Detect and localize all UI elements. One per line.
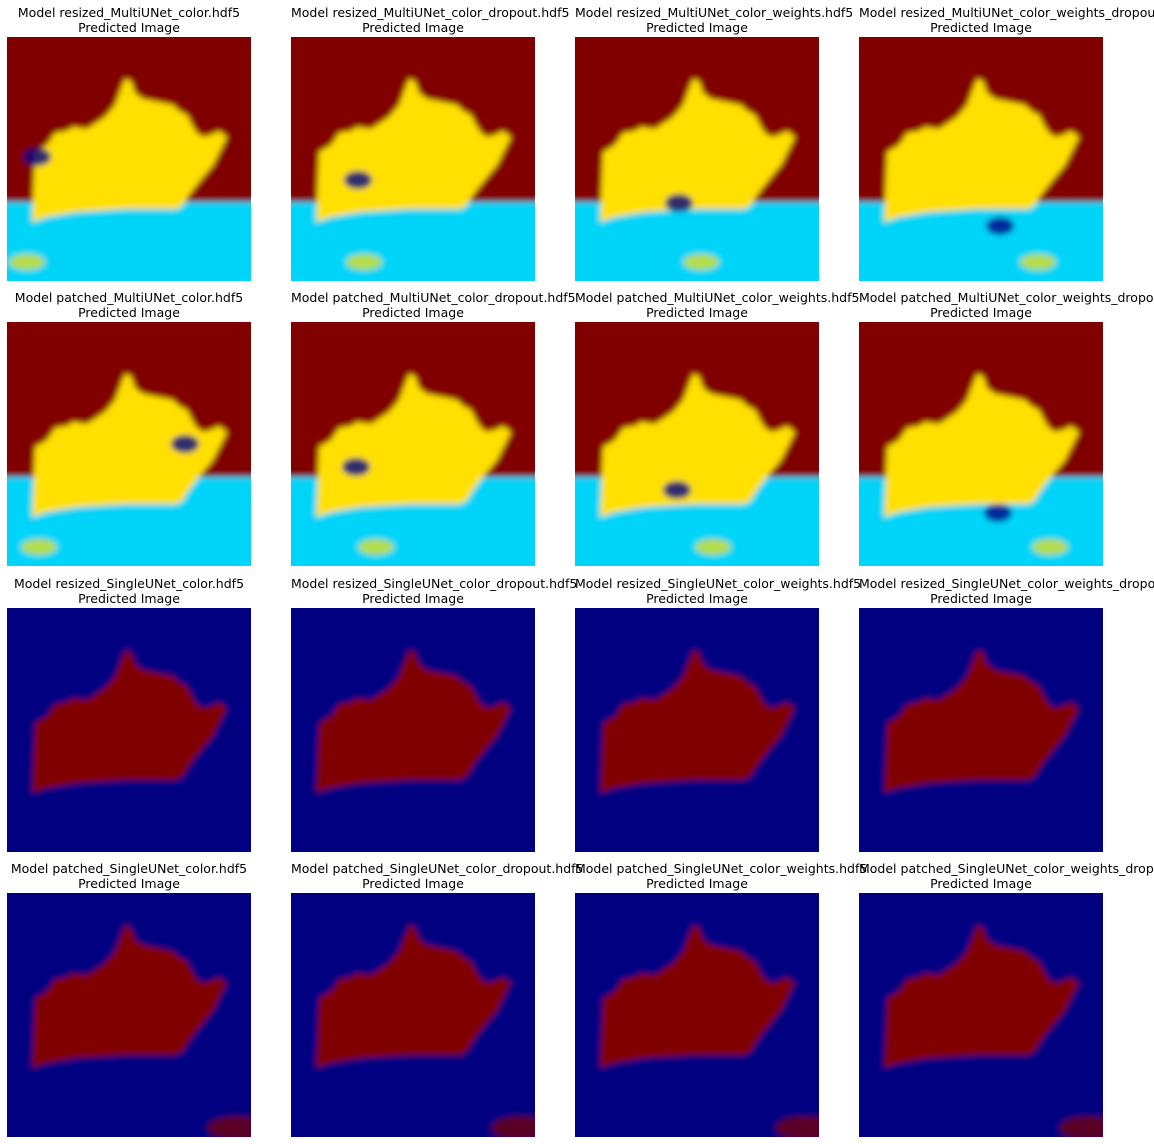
panel-subtitle: Predicted Image	[362, 876, 464, 891]
panel-subtitle: Predicted Image	[930, 876, 1032, 891]
model-name: Model patched_SingleUNet_color_weights_d…	[859, 861, 1154, 876]
predicted-image	[291, 608, 535, 852]
panel-title: Model patched_MultiUNet_color_dropout.hd…	[291, 290, 576, 320]
panel-subtitle: Predicted Image	[646, 876, 748, 891]
panel-subtitle: Predicted Image	[646, 591, 748, 606]
model-name: Model patched_SingleUNet_color.hdf5	[10, 861, 248, 876]
panel-subtitle: Predicted Image	[646, 305, 748, 320]
model-name: Model patched_MultiUNet_color_dropout.hd…	[291, 290, 576, 305]
predicted-image	[291, 322, 535, 566]
predicted-image	[7, 37, 251, 281]
model-name: Model resized_MultiUNet_color.hdf5	[17, 5, 241, 20]
model-name: Model patched_MultiUNet_color_weights.hd…	[575, 290, 860, 305]
panel-subtitle: Predicted Image	[78, 20, 180, 35]
panel-subtitle: Predicted Image	[362, 20, 464, 35]
panel-title: Model resized_SingleUNet_color_weights.h…	[575, 576, 862, 606]
panel-title: Model patched_MultiUNet_color.hdf5 Predic…	[7, 290, 251, 320]
panel-title: Model resized_MultiUNet_color.hdf5 Predic…	[7, 5, 251, 35]
panel-title: Model patched_MultiUNet_color_weights_dr…	[859, 290, 1154, 320]
predicted-image	[859, 608, 1103, 852]
panel-title: Model patched_SingleUNet_color_weights_d…	[859, 861, 1154, 891]
predicted-image	[7, 322, 251, 566]
predicted-image	[291, 37, 535, 281]
predicted-image	[859, 893, 1103, 1137]
predicted-image	[575, 608, 819, 852]
model-name: Model resized_MultiUNet_color_weights_dr…	[859, 5, 1154, 20]
panel-title: Model patched_SingleUNet_color.hdf5 Predi…	[7, 861, 251, 891]
model-name: Model patched_SingleUNet_color_dropout.h…	[291, 861, 584, 876]
predicted-image	[7, 608, 251, 852]
panel-subtitle: Predicted Image	[646, 20, 748, 35]
panel-title: Model patched_MultiUNet_color_weights.hd…	[575, 290, 860, 320]
panel-title: Model resized_SingleUNet_color.hdf5 Predi…	[7, 576, 251, 606]
panel-subtitle: Predicted Image	[930, 20, 1032, 35]
predicted-image	[575, 37, 819, 281]
panel-title: Model patched_SingleUNet_color_dropout.h…	[291, 861, 584, 891]
panel-subtitle: Predicted Image	[930, 591, 1032, 606]
model-name: Model resized_SingleUNet_color_weights_d…	[859, 576, 1154, 591]
model-name: Model resized_MultiUNet_color_dropout.hd…	[291, 5, 570, 20]
model-name: Model resized_SingleUNet_color.hdf5	[13, 576, 245, 591]
panel-title: Model resized_MultiUNet_color_dropout.hd…	[291, 5, 570, 35]
model-name: Model patched_MultiUNet_color.hdf5	[14, 290, 244, 305]
panel-subtitle: Predicted Image	[78, 876, 180, 891]
panel-subtitle: Predicted Image	[362, 305, 464, 320]
predicted-image	[859, 322, 1103, 566]
panel-title: Model resized_MultiUNet_color_weights.hd…	[575, 5, 854, 35]
predicted-image	[575, 322, 819, 566]
model-name: Model patched_MultiUNet_color_weights_dr…	[859, 290, 1154, 305]
predicted-image	[575, 893, 819, 1137]
panel-title: Model patched_SingleUNet_color_weights.h…	[575, 861, 868, 891]
panel-subtitle: Predicted Image	[78, 591, 180, 606]
panel-title: Model resized_MultiUNet_color_weights_dr…	[859, 5, 1154, 35]
model-name: Model resized_SingleUNet_color_dropout.h…	[291, 576, 578, 591]
panel-subtitle: Predicted Image	[362, 591, 464, 606]
panel-subtitle: Predicted Image	[78, 305, 180, 320]
model-name: Model resized_MultiUNet_color_weights.hd…	[575, 5, 854, 20]
panel-title: Model resized_SingleUNet_color_weights_d…	[859, 576, 1154, 606]
model-name: Model resized_SingleUNet_color_weights.h…	[575, 576, 862, 591]
panel-subtitle: Predicted Image	[930, 305, 1032, 320]
predicted-image	[859, 37, 1103, 281]
predicted-image	[291, 893, 535, 1137]
predicted-image	[7, 893, 251, 1137]
panel-title: Model resized_SingleUNet_color_dropout.h…	[291, 576, 578, 606]
model-name: Model patched_SingleUNet_color_weights.h…	[575, 861, 868, 876]
